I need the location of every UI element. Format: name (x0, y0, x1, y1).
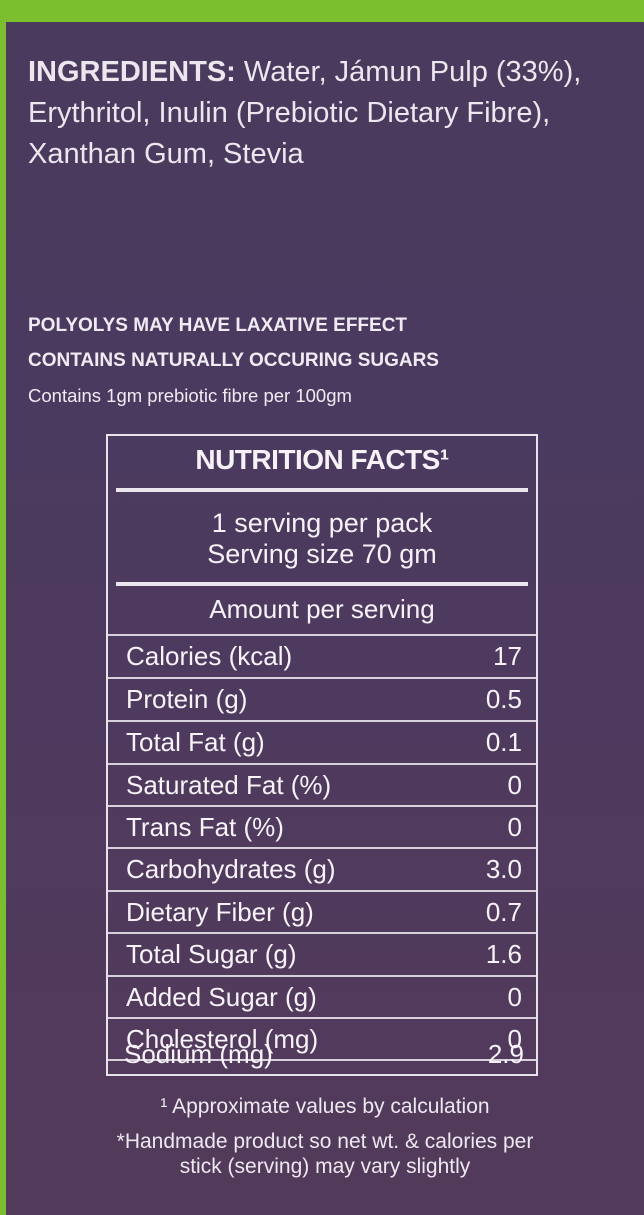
nutrition-facts-table: NUTRITION FACTS¹ 1 serving per pack Serv… (106, 434, 538, 1076)
ingredients-block: INGREDIENTS: Water, Jámun Pulp (33%), Er… (28, 52, 628, 175)
row-divider (108, 634, 536, 636)
row-divider (108, 975, 536, 977)
nutrient-name: Saturated Fat (%) (126, 769, 332, 800)
nutrient-value: 1.6 (485, 938, 522, 969)
nutrient-value: 2.9 (487, 1038, 524, 1069)
sugar-warning: CONTAINS NATURALLY OCCURING SUGARS (28, 350, 439, 371)
row-divider (108, 1017, 536, 1019)
amount-per-serving: Amount per serving (209, 594, 435, 624)
nutrient-name: Trans Fat (%) (126, 811, 284, 842)
nutrient-value: 0 (507, 981, 522, 1012)
nutrient-value: 0 (507, 769, 522, 800)
nutrient-name: Added Sugar (g) (126, 981, 317, 1012)
row-divider (108, 805, 536, 807)
approximate-footnote: ¹ Approximate values by calculation (160, 1095, 490, 1118)
nutrient-row-added-sugar: Added Sugar (g) 0 (108, 976, 536, 1018)
row-divider (108, 932, 536, 934)
nutrient-name: Total Sugar (g) (126, 938, 297, 969)
nutrient-name: Total Fat (g) (126, 726, 265, 757)
nutrient-name: Cholesterol (mg) (126, 1023, 319, 1054)
nutrient-row-cholesterol: Cholesterol (mg) 0 (108, 1018, 536, 1060)
nutrient-name: Calories (kcal) (126, 640, 293, 671)
nutrient-row-trans-fat: Trans Fat (%) 0 (108, 806, 536, 848)
nutrient-row-carbohydrates: Carbohydrates (g) 3.0 (108, 848, 536, 890)
nutrient-value: 0.1 (485, 726, 522, 757)
nutrient-row-dietary-fiber: Dietary Fiber (g) 0.7 (108, 891, 536, 933)
nutrient-name: Sodium (mg) (124, 1038, 273, 1069)
nutrient-row-sodium: Sodium (mg) 2.9 (106, 1033, 538, 1075)
ingredients-text: Water, Jámun Pulp (33%), Erythritol, Inu… (28, 56, 582, 170)
nutrient-value: 0.5 (485, 683, 522, 714)
ingredients-label: INGREDIENTS: (28, 56, 236, 88)
row-divider (108, 677, 536, 679)
nutrient-value: 3.0 (485, 853, 522, 884)
nutrient-name: Carbohydrates (g) (126, 853, 336, 884)
thick-divider (116, 582, 528, 586)
nutrition-title: NUTRITION FACTS¹ (195, 444, 449, 475)
nutrient-row-total-sugar: Total Sugar (g) 1.6 (108, 933, 536, 975)
nutrient-value: 0.7 (485, 896, 522, 927)
label-panel: INGREDIENTS: Water, Jámun Pulp (33%), Er… (6, 22, 644, 1215)
nutrient-row-calories: Calories (kcal) 17 (108, 635, 536, 677)
nutrient-value: 0 (507, 1023, 522, 1054)
servings-per-pack: 1 serving per pack (211, 508, 433, 538)
nutrient-name: Protein (g) (126, 683, 248, 714)
row-divider (108, 763, 536, 765)
nutrient-value: 17 (493, 640, 522, 671)
row-divider (108, 847, 536, 849)
nutrient-row-protein: Protein (g) 0.5 (108, 678, 536, 720)
laxative-warning: POLYOLYS MAY HAVE LAXATIVE EFFECT (28, 315, 408, 336)
fibre-note: Contains 1gm prebiotic fibre per 100gm (28, 385, 352, 406)
thick-divider (116, 488, 528, 492)
row-divider (108, 890, 536, 892)
row-divider (108, 1059, 536, 1061)
nutrient-value: 0 (507, 811, 522, 842)
nutrient-name: Dietary Fiber (g) (126, 896, 314, 927)
handmade-footnote: *Handmade product so net wt. & calories … (116, 1130, 534, 1178)
serving-size: Serving size 70 gm (207, 539, 437, 569)
nutrient-row-saturated-fat: Saturated Fat (%) 0 (108, 764, 536, 806)
nutrient-row-total-fat: Total Fat (g) 0.1 (108, 721, 536, 763)
row-divider (108, 720, 536, 722)
